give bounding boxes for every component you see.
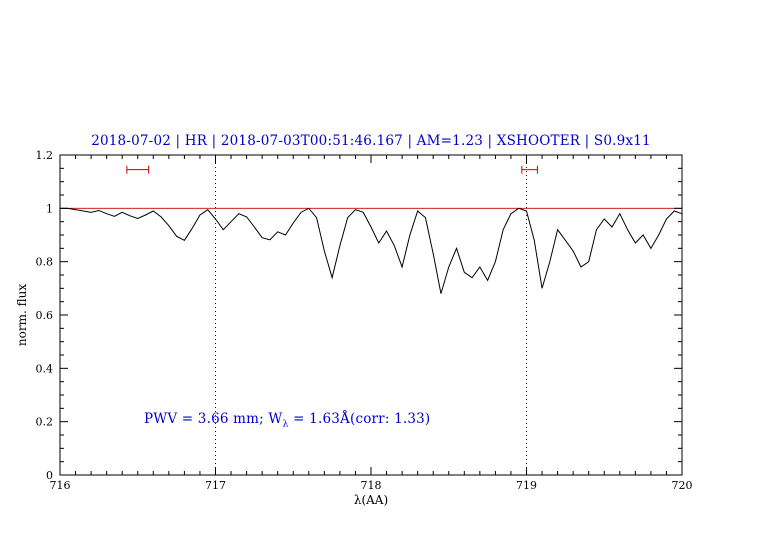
- y-tick-label: 0.8: [36, 256, 54, 269]
- x-tick-label: 717: [205, 479, 226, 492]
- y-axis-label: norm. flux: [15, 283, 29, 347]
- annotation-lambda-subscript: λ: [282, 418, 289, 430]
- pwv-annotation: PWV = 3.66 mm; Wλ = 1.63Å(corr: 1.33): [144, 411, 430, 430]
- x-axis-label: λ(AA): [353, 493, 389, 507]
- annotation-text-left: PWV = 3.66 mm; W: [144, 411, 283, 427]
- y-tick-label: 1: [46, 202, 53, 215]
- x-tick-label: 720: [672, 479, 693, 492]
- x-tick-label: 716: [50, 479, 71, 492]
- y-tick-label: 0: [46, 469, 53, 482]
- annotation-text-right: = 1.63Å(corr: 1.33): [288, 411, 431, 427]
- x-tick-label: 718: [361, 479, 382, 492]
- y-tick-label: 0.2: [36, 416, 54, 429]
- y-tick-label: 0.4: [36, 362, 54, 375]
- x-tick-label: 719: [516, 479, 537, 492]
- y-tick-label: 0.6: [36, 309, 54, 322]
- y-tick-label: 1.2: [36, 149, 54, 162]
- plot-title: 2018-07-02 | HR | 2018-07-03T00:51:46.16…: [91, 133, 651, 149]
- spectrum-curve: [60, 207, 683, 294]
